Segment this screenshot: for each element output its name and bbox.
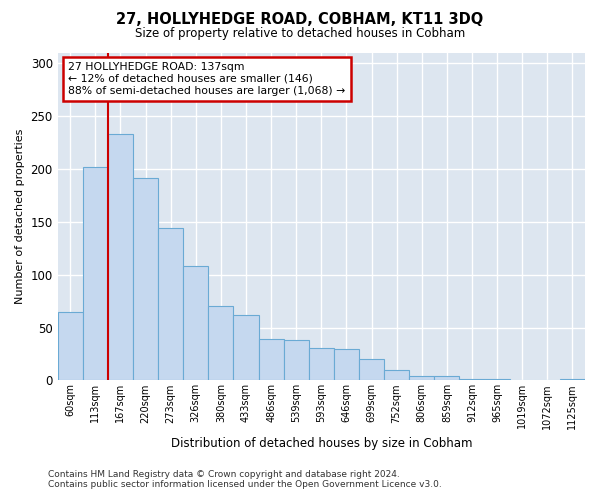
X-axis label: Distribution of detached houses by size in Cobham: Distribution of detached houses by size … xyxy=(170,437,472,450)
Bar xyxy=(183,266,208,380)
Bar xyxy=(83,166,108,380)
Text: Size of property relative to detached houses in Cobham: Size of property relative to detached ho… xyxy=(135,28,465,40)
Bar xyxy=(108,134,133,380)
Bar xyxy=(359,359,384,380)
Bar xyxy=(233,315,259,380)
Bar xyxy=(259,339,284,380)
Bar xyxy=(334,348,359,380)
Bar xyxy=(384,370,409,380)
Bar xyxy=(208,306,233,380)
Bar xyxy=(409,376,434,380)
Bar xyxy=(284,340,309,380)
Text: 27 HOLLYHEDGE ROAD: 137sqm
← 12% of detached houses are smaller (146)
88% of sem: 27 HOLLYHEDGE ROAD: 137sqm ← 12% of deta… xyxy=(68,62,346,96)
Text: 27, HOLLYHEDGE ROAD, COBHAM, KT11 3DQ: 27, HOLLYHEDGE ROAD, COBHAM, KT11 3DQ xyxy=(116,12,484,28)
Bar xyxy=(133,178,158,380)
Y-axis label: Number of detached properties: Number of detached properties xyxy=(15,129,25,304)
Bar xyxy=(158,228,183,380)
Bar xyxy=(309,348,334,380)
Bar xyxy=(434,376,460,380)
Text: Contains HM Land Registry data © Crown copyright and database right 2024.
Contai: Contains HM Land Registry data © Crown c… xyxy=(48,470,442,489)
Bar xyxy=(58,312,83,380)
